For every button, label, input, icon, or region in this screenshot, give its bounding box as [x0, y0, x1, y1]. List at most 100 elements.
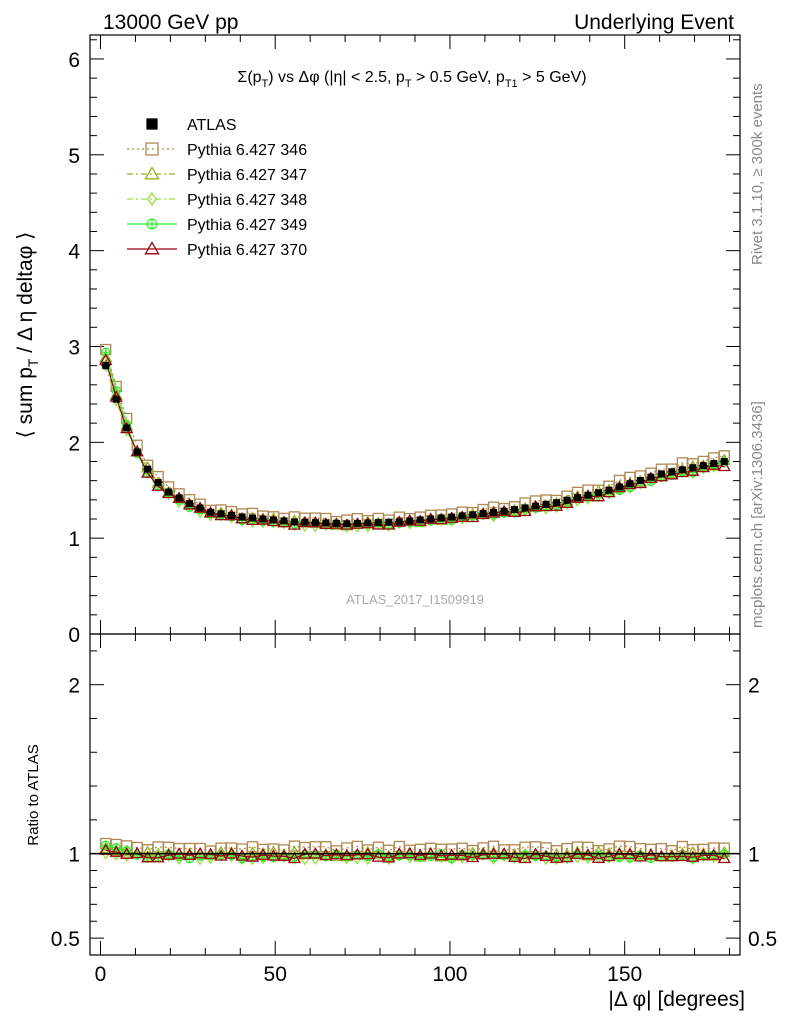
ratio-point: [518, 851, 532, 864]
ratio-point: [363, 852, 373, 866]
main-axis-ticks: [90, 35, 740, 635]
main-y-tick-label: 4: [68, 241, 80, 264]
main-line: [105, 357, 725, 527]
ratio-point: [237, 852, 247, 866]
atlas-point: [657, 470, 665, 478]
ratio-point: [696, 848, 710, 861]
ratio-point: [382, 851, 396, 863]
ratio-point: [633, 850, 648, 862]
ratio-y-tick-label-left: 1: [68, 844, 80, 867]
atlas-point: [615, 483, 623, 491]
legend-label: Pythia 6.427 346: [187, 142, 307, 159]
ratio-point: [141, 850, 155, 863]
atlas-point: [479, 510, 487, 518]
main-ylabel: ⟨ sum pT / Δ η deltaφ ⟩: [14, 232, 41, 439]
atlas-point: [175, 494, 183, 502]
atlas-point: [490, 508, 498, 516]
watermark: ATLAS_2017_I1509919: [346, 592, 484, 607]
main-line: [105, 349, 725, 523]
atlas-point: [290, 518, 298, 526]
x-tick-label: 150: [607, 963, 642, 986]
legend-entry: Pythia 6.427 349: [127, 217, 307, 234]
atlas-point: [395, 518, 403, 526]
ratio-point: [539, 849, 553, 862]
ratio-point: [573, 851, 582, 864]
atlas-point: [301, 518, 309, 526]
atlas-point: [500, 507, 508, 515]
atlas-point: [238, 513, 246, 521]
ratio-point: [245, 850, 260, 862]
atlas-point: [416, 516, 424, 524]
legend-entry: ATLAS: [146, 117, 237, 134]
legend-label: Pythia 6.427 370: [187, 242, 307, 259]
ratio-point: [256, 848, 270, 860]
main-y-tick-label: 0: [68, 624, 80, 647]
main-point: [717, 459, 731, 472]
legend-marker: [147, 191, 157, 207]
legend-marker: [146, 118, 158, 130]
atlas-point: [626, 480, 634, 488]
main-series-1: [100, 343, 730, 528]
ratio-point: [101, 847, 111, 860]
ratio-y-tick-label-left: 0.5: [51, 928, 80, 951]
ratio-point: [371, 850, 385, 862]
atlas-point: [165, 488, 173, 496]
ratio-y-tick-label-right: 0.5: [748, 928, 777, 951]
main-y-tick-label: 3: [68, 336, 80, 359]
ratio-point: [591, 851, 606, 863]
ratio-y-tick-labels: 0.5 0.5 1 1 2 2: [51, 675, 777, 951]
main-title: Σ(pT) vs Δφ (|η| < 2.5, pT > 0.5 GeV, pT…: [237, 69, 586, 90]
atlas-point: [385, 518, 393, 526]
atlas-point: [406, 517, 414, 525]
ratio-ylabel: Ratio to ATLAS: [25, 744, 42, 845]
atlas-point: [668, 468, 676, 476]
atlas-point: [511, 506, 519, 514]
ratio-axis-ticks: [90, 634, 740, 955]
atlas-point: [154, 479, 162, 487]
main-line: [105, 360, 725, 526]
x-tick-labels: 0 50 100 150: [95, 963, 643, 986]
main-y-tick-label: 2: [68, 432, 80, 455]
ratio-point: [182, 848, 197, 860]
legend-entry: Pythia 6.427 347: [127, 166, 307, 184]
atlas-point: [553, 499, 561, 507]
atlas-series: [101, 362, 729, 528]
ratio-point: [413, 848, 427, 861]
atlas-point: [427, 515, 435, 523]
header-left: 13000 GeV pp: [103, 11, 238, 34]
atlas-point: [207, 508, 215, 516]
ratio-point: [717, 851, 731, 864]
ratio-point: [560, 850, 574, 863]
ratio-point: [507, 850, 522, 863]
atlas-point: [584, 491, 592, 499]
atlas-point: [678, 466, 686, 474]
main-y-tick-label: 5: [68, 145, 80, 168]
atlas-point: [532, 502, 540, 510]
legend-entry: Pythia 6.427 346: [127, 142, 307, 159]
atlas-point: [458, 512, 466, 520]
ratio-panel: 0.5 0.5 1 1 2 2 Ratio to ATLAS: [25, 633, 777, 956]
ratio-point: [602, 849, 616, 862]
atlas-point: [332, 519, 340, 527]
ratio-point: [434, 848, 448, 861]
atlas-point: [102, 362, 110, 370]
atlas-point: [144, 465, 152, 473]
atlas-point: [112, 395, 120, 403]
ratio-point: [319, 848, 333, 861]
atlas-point: [364, 519, 372, 527]
main-panel: 0 1 2 3 4 5 6 Σ(pT) vs Δφ (|η| < 2.5, pT > 0.5…: [14, 34, 741, 647]
atlas-point: [374, 519, 382, 527]
legend-label: Pythia 6.427 347: [187, 167, 307, 184]
atlas-point: [217, 510, 225, 518]
x-axis-label: |Δ φ| [degrees]: [608, 988, 745, 1011]
atlas-point: [521, 504, 529, 512]
ratio-series-layer: [90, 837, 740, 866]
atlas-point: [563, 496, 571, 504]
atlas-point: [647, 473, 655, 481]
ratio-y-tick-label-left: 2: [68, 675, 80, 698]
ratio-point: [109, 845, 123, 857]
atlas-point: [469, 511, 477, 519]
ratio-point: [665, 849, 679, 862]
ratio-point: [707, 848, 721, 860]
